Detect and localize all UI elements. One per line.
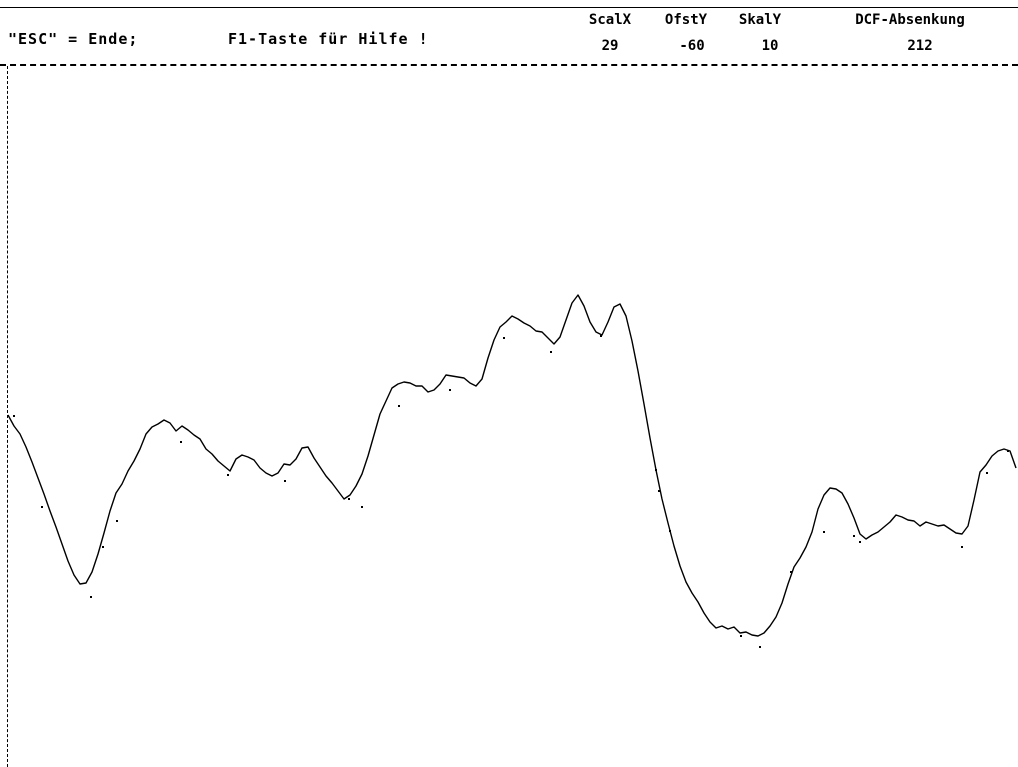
skaly-label: SkalY: [738, 12, 782, 28]
ofsty-value: -60: [679, 38, 705, 54]
skaly-value: 10: [761, 38, 779, 54]
sample-point-15: [655, 469, 657, 471]
signal-plot: [7, 294, 1017, 648]
f1-help-hint: F1-Taste für Hilfe !: [228, 30, 429, 48]
signal-line-0: [7, 294, 1017, 637]
sample-point-16: [658, 490, 660, 492]
sample-point-14: [600, 335, 602, 337]
scalx-label: ScalX: [588, 12, 632, 28]
dcf-absenkung-value: 212: [907, 38, 933, 54]
sample-point-8: [348, 498, 350, 500]
sample-point-3: [102, 546, 104, 548]
sample-point-1: [41, 506, 43, 508]
header-separator: [0, 64, 1018, 66]
sample-point-17: [669, 530, 671, 532]
sample-point-5: [180, 441, 182, 443]
sample-point-26: [1007, 450, 1009, 452]
sample-point-25: [986, 472, 988, 474]
left-axis-line: [7, 66, 8, 767]
sample-point-12: [503, 337, 505, 339]
sample-point-24: [961, 546, 963, 548]
sample-point-22: [853, 535, 855, 537]
sample-point-21: [823, 531, 825, 533]
sample-point-7: [284, 480, 286, 482]
sample-point-6: [227, 474, 229, 476]
esc-exit-hint: "ESC" = Ende;: [8, 30, 139, 48]
sample-point-23: [859, 541, 861, 543]
sample-point-2: [90, 596, 92, 598]
dcf-absenkung-label: DCF-Absenkung: [855, 12, 965, 28]
sample-point-19: [759, 646, 761, 648]
ofsty-label: OfstY: [664, 12, 708, 28]
sample-point-20: [790, 571, 792, 573]
sample-point-11: [449, 389, 451, 391]
sample-point-13: [550, 351, 552, 353]
sample-point-18: [740, 635, 742, 637]
sample-point-4: [116, 520, 118, 522]
sample-point-10: [398, 405, 400, 407]
scalx-value: 29: [601, 38, 619, 54]
sample-point-0: [13, 415, 15, 417]
sample-point-9: [361, 506, 363, 508]
top-border: [0, 7, 1018, 8]
